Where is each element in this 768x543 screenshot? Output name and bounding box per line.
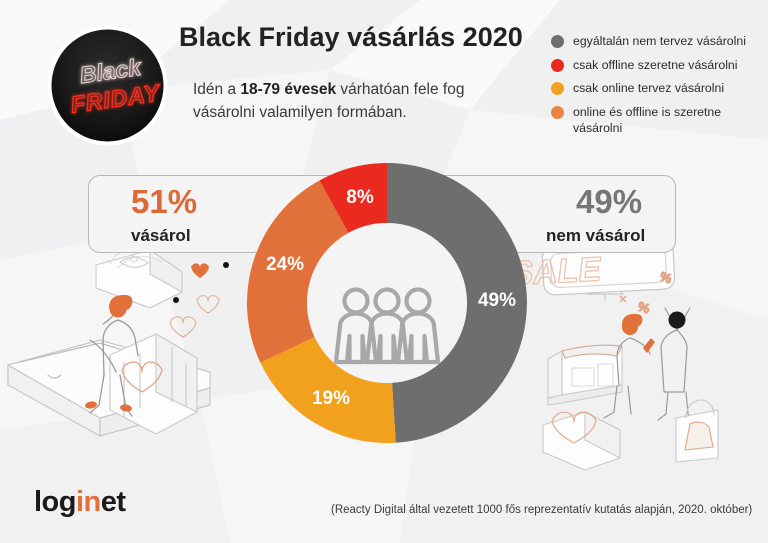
svg-text:8%: 8% — [346, 187, 374, 208]
svg-text:19%: 19% — [312, 388, 350, 409]
svg-text:49%: 49% — [478, 290, 516, 311]
svg-text:24%: 24% — [266, 254, 304, 275]
